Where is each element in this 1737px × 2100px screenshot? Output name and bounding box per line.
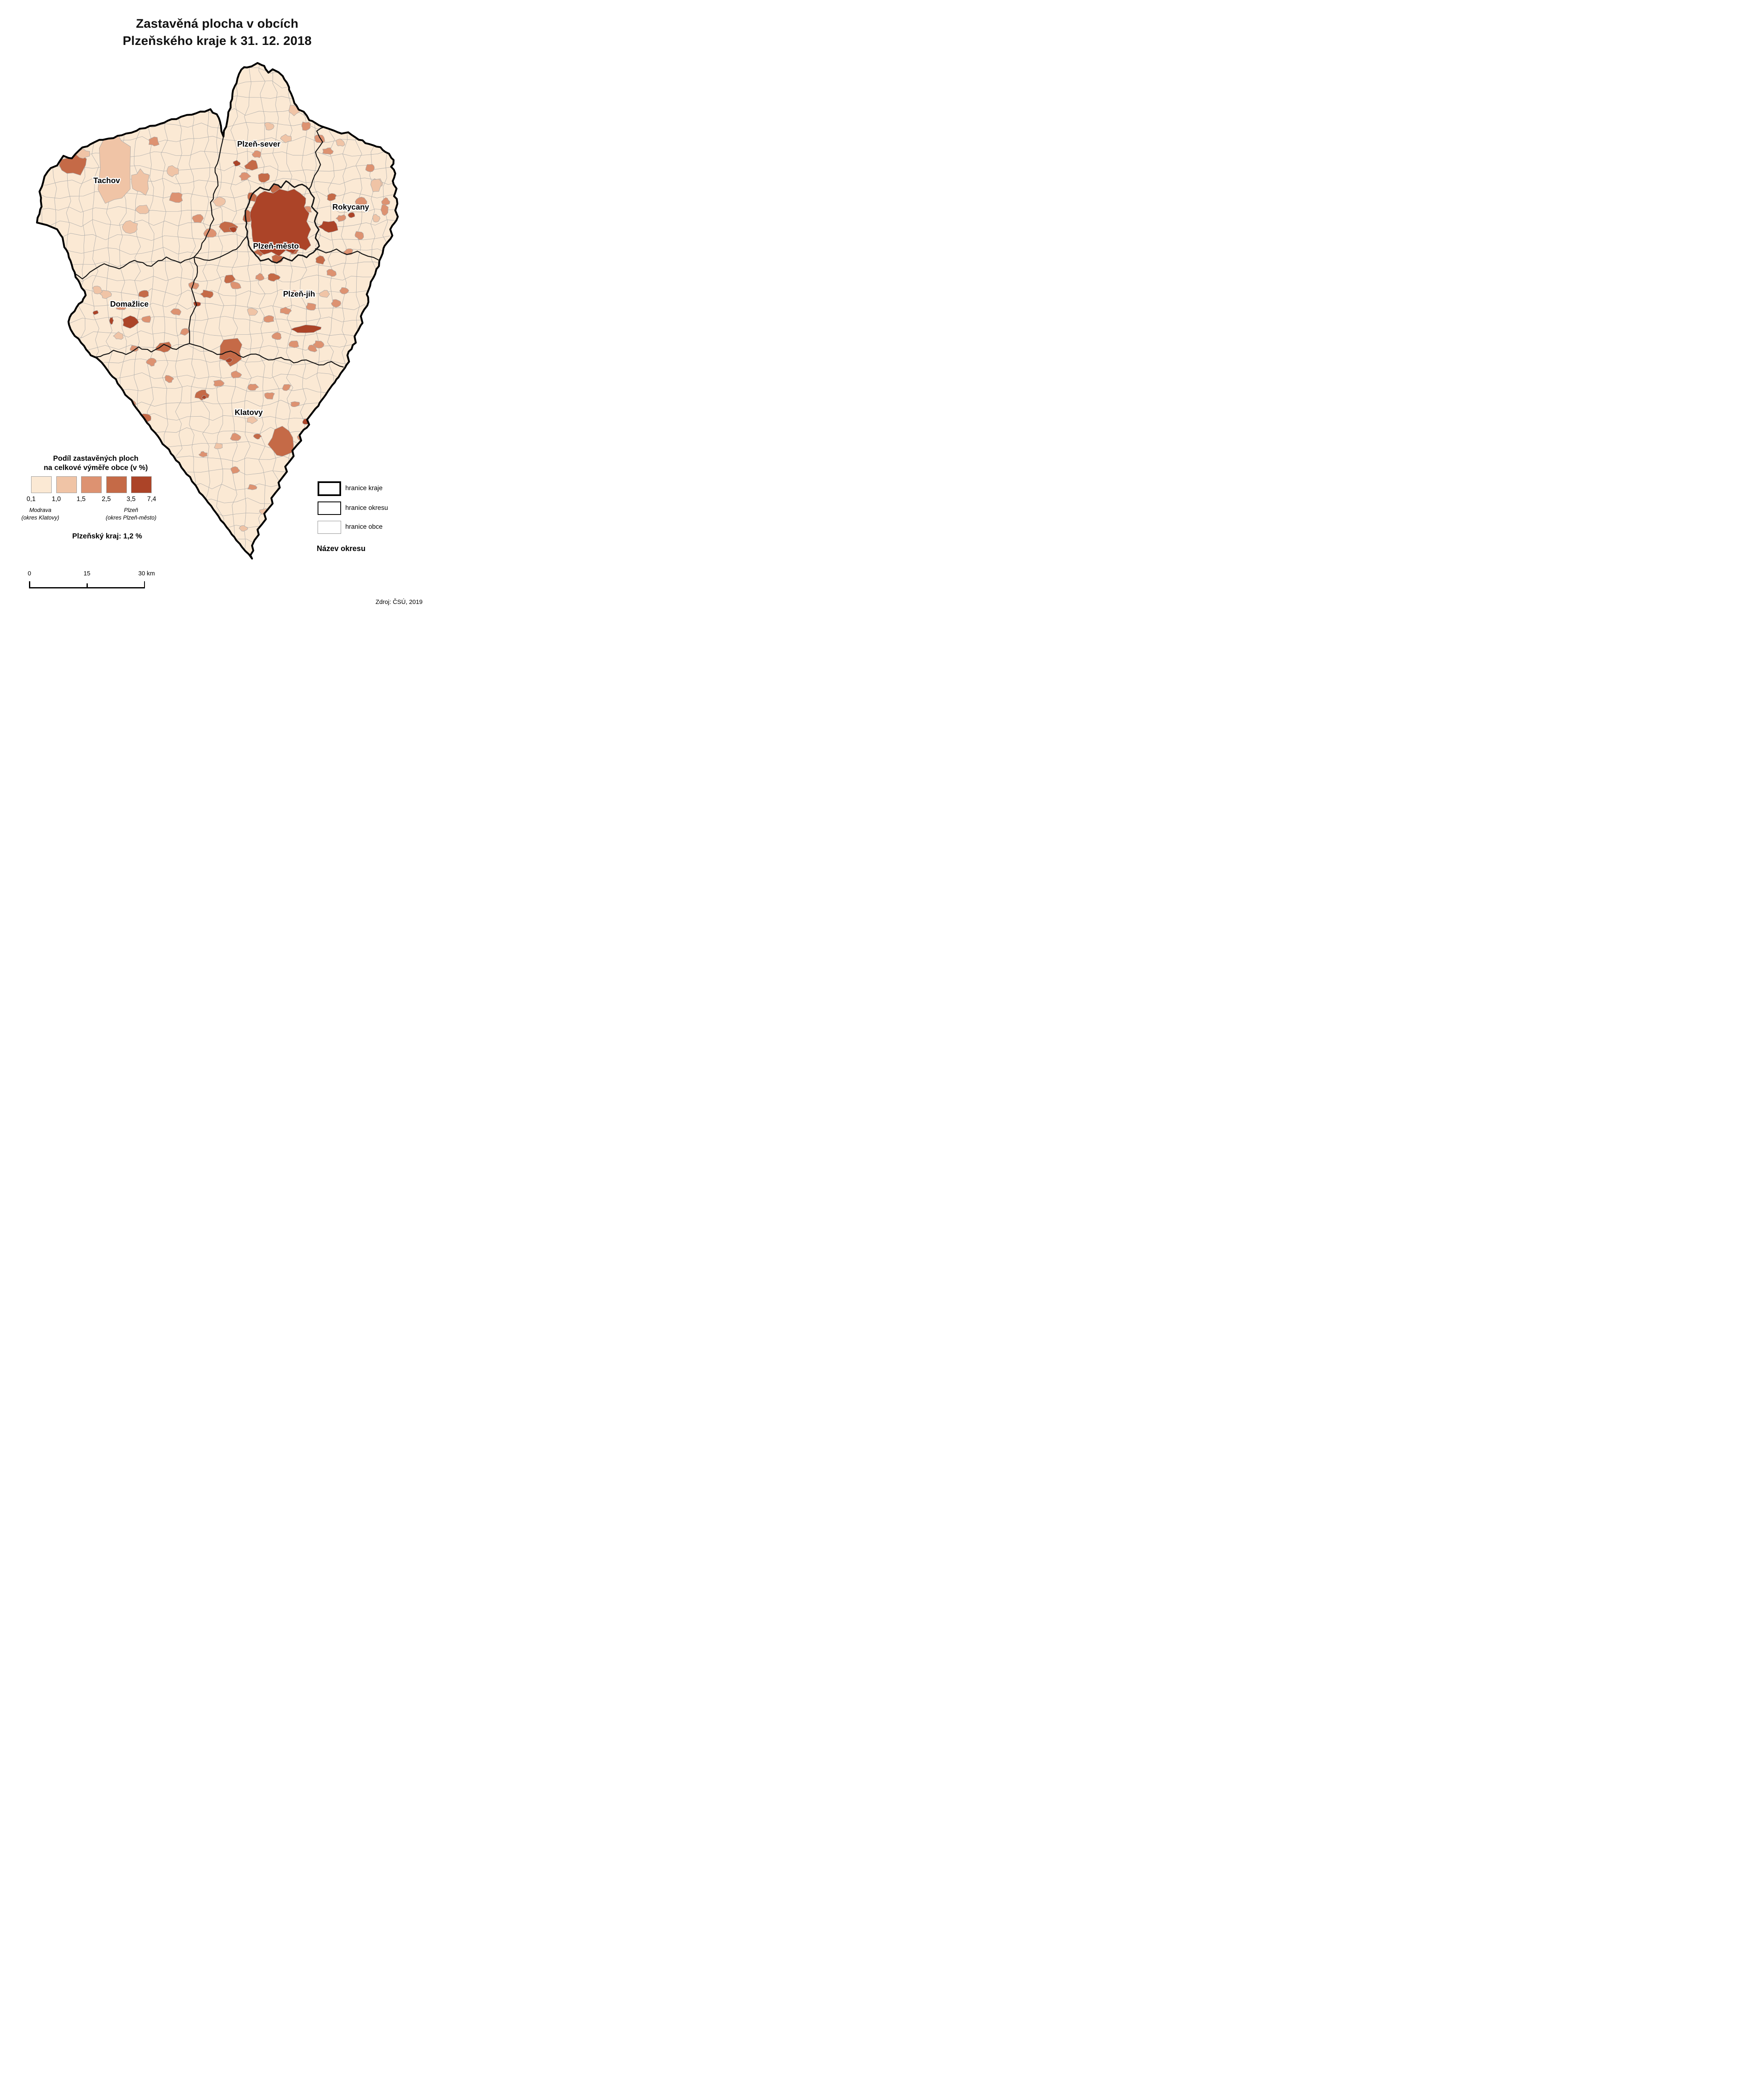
source-credit: Zdroj: ČSÚ, 2019 (375, 599, 423, 606)
legend-break-5: 7,4 (147, 496, 156, 503)
legend-break-0: 0,1 (26, 496, 36, 503)
legend-max-line1: Plzeň (124, 507, 138, 513)
district-label-plzen-jih: Plzeň-jih (283, 289, 315, 298)
district-label-klatovy: Klatovy (234, 408, 263, 417)
choropleth-map (36, 62, 399, 560)
boundary-swatch-obec (318, 521, 341, 534)
legend-break-2: 1,5 (76, 496, 86, 503)
legend-max-annotation: Plzeň (okres Plzeň-město) (106, 507, 157, 522)
scale-label-30: 30 km (138, 570, 155, 577)
boundary-swatch-okres (318, 501, 341, 515)
scale-tick-end (144, 581, 145, 587)
region-average: Plzeňský kraj: 1,2 % (72, 532, 142, 540)
legend-break-1: 1,0 (52, 496, 61, 503)
scale-label-0: 0 (27, 570, 32, 577)
legend-swatch-1 (31, 476, 52, 493)
page-title-line1: Zastavěná plocha v obcích (136, 17, 299, 31)
boundary-label-okres: hranice okresu (345, 504, 388, 512)
boundary-label-kraj: hranice kraje (345, 485, 383, 492)
boundary-label-obec: hranice obce (345, 523, 383, 530)
plzen-city-patch (250, 189, 311, 257)
boundary-swatch-kraj (318, 481, 341, 496)
legend-break-3: 2,5 (102, 496, 111, 503)
legend-swatch-4 (106, 476, 127, 493)
legend-swatch-2 (56, 476, 77, 493)
region-boundary (36, 62, 399, 560)
scale-tick-middle (87, 583, 88, 587)
legend-break-4: 3,5 (126, 496, 136, 503)
legend-min-line1: Modrava (29, 507, 52, 513)
scale-bar-line (29, 587, 145, 588)
page-title: Zastavěná plocha v obcích Plzeňského kra… (0, 15, 434, 50)
legend-title: Podíl zastavěných ploch na celkové výměř… (17, 454, 175, 472)
district-label-plzen-mesto: Plzeň-město (253, 242, 299, 250)
district-label-rokycany: Rokycany (332, 202, 369, 211)
legend-min-line2: (okres Klatovy) (21, 514, 60, 521)
legend-swatch-3 (81, 476, 102, 493)
legend-max-line2: (okres Plzeň-město) (105, 514, 157, 521)
page-title-line2: Plzeňského kraje k 31. 12. 2018 (123, 34, 312, 48)
scale-tick-start (29, 581, 30, 587)
district-boundaries (74, 126, 379, 368)
legend-swatch-5 (131, 476, 152, 493)
legend-title-line1: Podíl zastavěných ploch (53, 454, 139, 462)
map-page: Zastavěná plocha v obcích Plzeňského kra… (0, 0, 434, 614)
district-label-plzen-sever: Plzeň-sever (237, 139, 281, 148)
scale-bar: 0 15 30 km (25, 570, 160, 591)
district-label-tachov: Tachov (93, 176, 120, 185)
district-label-domazlice: Domažlice (110, 299, 149, 308)
legend-title-line2: na celkové výměře obce (v %) (43, 463, 148, 472)
map-fill-layer (37, 63, 398, 559)
scale-label-15: 15 (83, 570, 91, 577)
legend-min-annotation: Modrava (okres Klatovy) (21, 507, 59, 522)
district-name-sample: Název okresu (317, 544, 366, 553)
